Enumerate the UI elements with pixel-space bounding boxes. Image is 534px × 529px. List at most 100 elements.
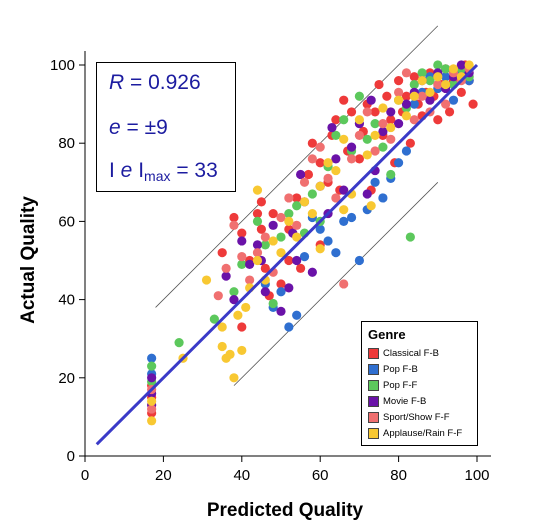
data-point	[268, 208, 278, 219]
data-point	[209, 314, 219, 324]
stat-e: e = ±9	[109, 116, 168, 140]
data-point	[425, 95, 435, 105]
data-point	[331, 115, 341, 125]
y-tick-label: 80	[58, 135, 75, 152]
data-point	[147, 373, 157, 383]
legend-item-3: Movie F-B	[368, 394, 426, 408]
data-point	[468, 99, 478, 109]
data-point	[331, 154, 341, 164]
e-value: = ±9	[126, 116, 168, 139]
data-point	[331, 193, 341, 203]
data-point	[444, 107, 455, 117]
data-point	[296, 169, 306, 180]
data-point	[252, 248, 263, 258]
data-point	[225, 349, 235, 359]
data-point	[276, 279, 286, 289]
data-point	[339, 279, 349, 289]
data-point	[441, 99, 451, 109]
data-point	[252, 240, 263, 250]
data-point	[362, 150, 372, 160]
data-point	[394, 87, 404, 97]
data-point	[315, 244, 325, 254]
data-point	[394, 95, 404, 105]
legend-item-0: Classical F-B	[368, 346, 439, 360]
stats-box: R = 0.926 e = ±9 I e Imax = 33	[96, 62, 236, 192]
data-point	[307, 267, 317, 277]
legend-swatch	[368, 395, 379, 407]
data-point	[354, 154, 364, 164]
data-point	[237, 345, 247, 356]
y-tick-label: 100	[50, 57, 75, 74]
data-point	[339, 205, 349, 215]
data-point	[292, 232, 302, 242]
data-point	[268, 298, 278, 309]
x-tick-label: 60	[312, 467, 329, 484]
data-point	[441, 64, 451, 74]
axes: 0 20 40 60 80 100 0 20 40 60 80 100	[50, 51, 491, 484]
data-point	[229, 373, 239, 383]
data-point	[394, 119, 404, 129]
data-point	[378, 119, 388, 129]
data-point	[299, 251, 310, 262]
data-point	[260, 263, 270, 273]
data-point	[409, 115, 419, 125]
data-point	[307, 189, 317, 199]
data-point	[217, 341, 227, 352]
data-point	[147, 416, 157, 426]
data-point	[362, 189, 372, 199]
data-point	[346, 142, 357, 152]
data-point	[237, 259, 247, 270]
data-point	[378, 142, 388, 152]
data-point	[147, 353, 157, 363]
data-point	[386, 122, 396, 133]
legend-item-1: Pop F-B	[368, 362, 418, 376]
band-lines	[155, 25, 439, 386]
data-point	[268, 220, 278, 230]
data-point	[299, 197, 310, 207]
data-point	[307, 154, 317, 164]
data-point	[245, 259, 255, 270]
data-point	[464, 60, 474, 70]
legend-item-2: Pop F-F	[368, 378, 417, 392]
data-point	[284, 216, 294, 226]
r-value: = 0.926	[130, 71, 201, 94]
y-axis-title: Actual Quality	[18, 196, 39, 324]
data-point	[386, 115, 396, 125]
data-point	[346, 154, 357, 164]
x-axis-title: Predicted Quality	[207, 500, 364, 521]
band-line	[233, 182, 439, 386]
data-point	[229, 287, 239, 297]
data-point	[401, 99, 412, 109]
data-point	[174, 338, 184, 348]
data-point	[252, 255, 263, 266]
data-point	[213, 291, 223, 301]
data-point	[315, 142, 325, 152]
data-point	[229, 220, 239, 230]
data-point	[299, 177, 310, 187]
data-point	[256, 197, 266, 207]
data-point	[378, 126, 388, 137]
stat-emax: I e Imax = 33	[109, 159, 218, 184]
data-point	[433, 60, 443, 70]
data-point	[425, 76, 435, 86]
data-point	[386, 134, 396, 144]
legend-label: Pop F-F	[383, 379, 418, 391]
data-point	[346, 107, 357, 117]
data-point	[292, 193, 302, 203]
data-point	[260, 232, 270, 242]
data-point	[276, 287, 286, 297]
data-point	[441, 72, 451, 82]
data-point	[284, 193, 294, 203]
data-point	[252, 208, 263, 219]
data-point	[394, 158, 404, 168]
data-point	[237, 251, 247, 262]
data-point	[147, 396, 157, 406]
legend-swatch	[368, 379, 379, 391]
data-point	[378, 103, 388, 113]
y-tick-label: 0	[67, 448, 75, 465]
data-point	[362, 134, 372, 144]
data-point	[221, 263, 231, 273]
x-tick-label: 100	[464, 467, 489, 484]
data-point	[405, 138, 415, 148]
data-point	[331, 165, 341, 176]
